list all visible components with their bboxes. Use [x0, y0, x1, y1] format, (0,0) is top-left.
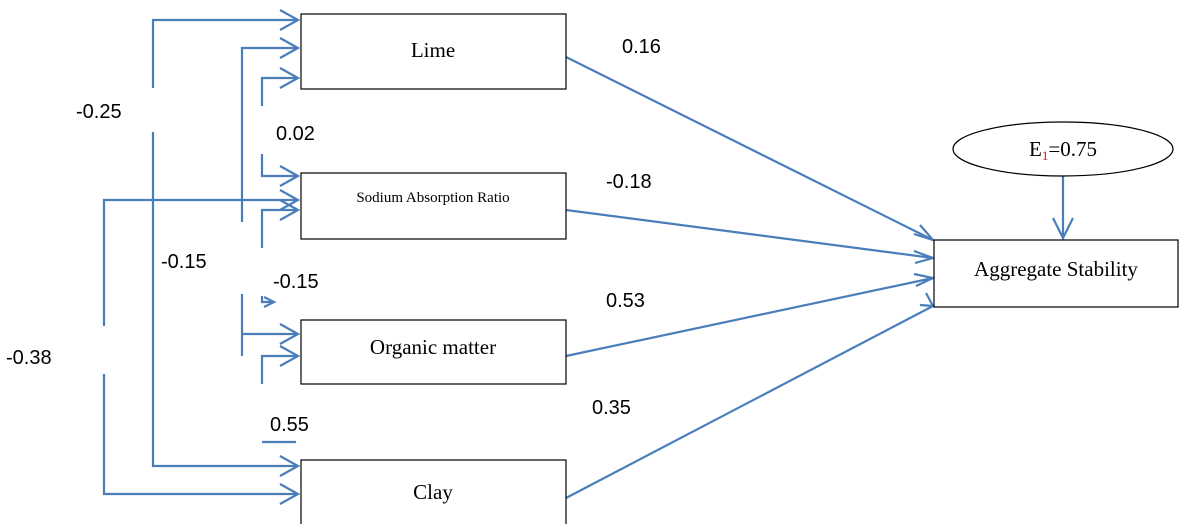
- node-organic-matter: Organic matter: [300, 319, 567, 385]
- correlation-coefficients: -0.25 0.02 -0.15 -0.15 -0.38 0.55: [6, 101, 319, 436]
- coef-sar-aggregate: -0.18: [606, 171, 652, 193]
- node-aggregate-label: Aggregate Stability: [974, 257, 1138, 281]
- node-aggregate-stability: Aggregate Stability: [933, 239, 1179, 308]
- error-term: E1=0.75: [952, 121, 1174, 177]
- coef-organic-aggregate: 0.53: [606, 290, 645, 312]
- coef-clay-aggregate: 0.35: [592, 397, 631, 419]
- error-prefix: E: [1029, 137, 1042, 161]
- error-term-label: E1=0.75: [1029, 137, 1097, 163]
- coef-lime-aggregate: 0.16: [622, 36, 661, 58]
- error-value: =0.75: [1048, 137, 1097, 161]
- error-subscript: 1: [1042, 148, 1049, 163]
- node-organic-label: Organic matter: [370, 335, 496, 359]
- node-lime: Lime: [300, 13, 567, 90]
- corr-organic-clay: 0.55: [270, 414, 309, 436]
- corr-lime-organic: -0.15: [161, 251, 207, 273]
- node-sar: Sodium Absorption Ratio: [300, 172, 567, 240]
- node-clay-label: Clay: [413, 480, 453, 504]
- corr-lime-sar: 0.02: [276, 123, 315, 145]
- correlation-connectors: [102, 18, 296, 496]
- path-arrows: [565, 56, 1074, 499]
- corr-sar-clay: -0.38: [6, 347, 52, 369]
- node-sar-label: Sodium Absorption Ratio: [356, 190, 509, 206]
- correlation-arrowheads: [263, 9, 301, 505]
- path-coefficients: 0.16 -0.18 0.53 0.35: [592, 36, 661, 419]
- node-clay: Clay: [300, 459, 567, 524]
- node-lime-label: Lime: [411, 38, 455, 62]
- corr-sar-organic: -0.15: [273, 271, 319, 293]
- corr-lime-clay: -0.25: [76, 101, 122, 123]
